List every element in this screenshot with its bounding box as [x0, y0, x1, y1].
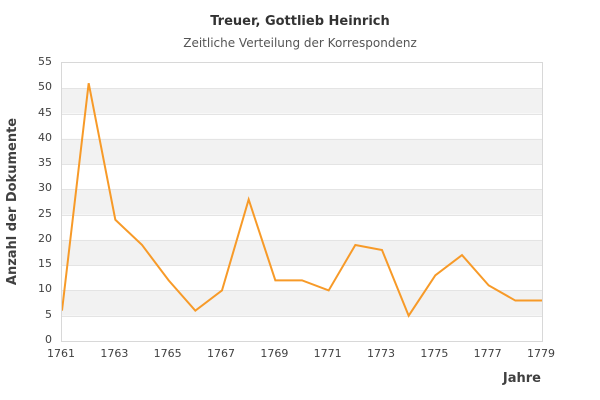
- x-tick-label: 1761: [47, 347, 75, 360]
- line-series: [62, 83, 542, 318]
- x-tick-label: 1769: [260, 347, 289, 360]
- y-tick-label: 35: [38, 156, 52, 170]
- chart-title: Treuer, Gottlieb Heinrich: [210, 14, 390, 29]
- y-tick-label: 25: [38, 206, 52, 220]
- x-tick-label: 1765: [153, 347, 182, 360]
- y-tick-label: 10: [38, 282, 52, 296]
- x-tick-label: 1763: [100, 347, 129, 360]
- y-tick-label: 0: [45, 333, 52, 346]
- y-tick-label: 20: [38, 231, 52, 245]
- grid-band: [62, 138, 542, 165]
- grid-band: [62, 290, 542, 316]
- x-tick-label: 1777: [473, 347, 502, 360]
- x-axis-title: Jahre: [502, 371, 541, 386]
- x-tick-label: 1773: [367, 347, 395, 360]
- y-tick-label: 40: [38, 130, 52, 144]
- y-axis-title: Anzahl der Dokumente: [2, 62, 24, 340]
- x-tick-label: 1775: [420, 347, 449, 360]
- x-tick-label: 1779: [527, 347, 555, 360]
- grid-band: [62, 88, 542, 114]
- y-tick-label: 5: [45, 307, 52, 321]
- y-tick-label: 50: [38, 80, 52, 94]
- plot-area: [61, 62, 543, 342]
- y-tick-label: 30: [38, 181, 52, 195]
- grid-band: [62, 239, 542, 266]
- grid-band: [62, 189, 542, 215]
- y-tick-label: 45: [38, 105, 52, 119]
- y-tick-label: 15: [38, 257, 52, 271]
- line-chart-canvas: [62, 83, 542, 318]
- chart-subtitle: Zeitliche Verteilung der Korrespondenz: [183, 36, 417, 50]
- y-tick-label: 55: [38, 55, 52, 68]
- x-tick-label: 1767: [207, 347, 235, 360]
- x-tick-label: 1771: [313, 347, 342, 360]
